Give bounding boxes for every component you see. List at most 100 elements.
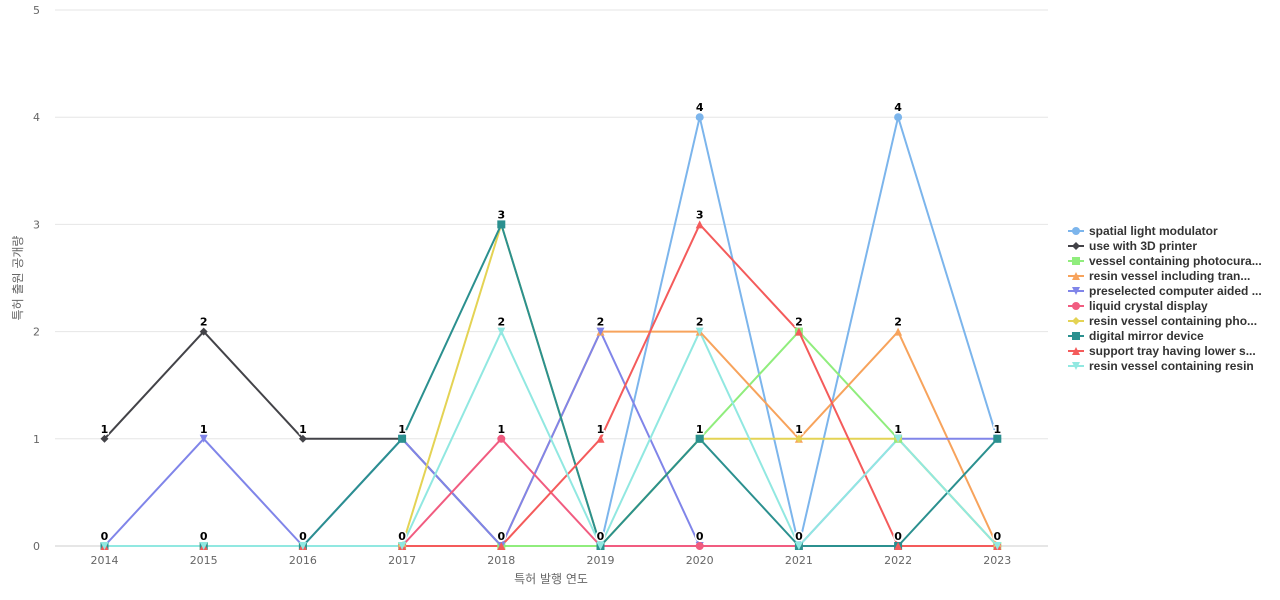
- x-tick-label: 2014: [91, 554, 119, 567]
- y-tick-label: 4: [33, 111, 40, 124]
- series-marker: [596, 434, 605, 443]
- legend-item[interactable]: liquid crystal display: [1068, 298, 1278, 313]
- data-label: 1: [398, 423, 406, 436]
- legend-symbol-icon: [1068, 361, 1084, 370]
- legend-label: preselected computer aided ...: [1089, 283, 1262, 298]
- series-marker: [497, 434, 506, 443]
- legend-symbol-icon: [1068, 226, 1084, 235]
- y-tick-label: 2: [33, 326, 40, 339]
- y-tick-label: 3: [33, 218, 40, 231]
- legend-label: resin vessel containing pho...: [1089, 313, 1258, 328]
- series-marker: [993, 434, 1002, 443]
- x-tick-label: 2022: [884, 554, 912, 567]
- data-label: 0: [398, 530, 406, 543]
- series-marker: [1072, 331, 1080, 340]
- data-label: 0: [497, 530, 505, 543]
- grid-lines: [55, 9, 1048, 547]
- legend-symbol-icon: [1068, 271, 1084, 280]
- legend-symbol-icon: [1068, 286, 1084, 295]
- legend-symbol-icon: [1068, 316, 1084, 325]
- x-tick-label: 2016: [289, 554, 317, 567]
- data-label: 1: [200, 423, 208, 436]
- series-marker: [1072, 301, 1080, 310]
- legend-symbol-icon: [1068, 346, 1084, 355]
- series-marker: [894, 542, 903, 550]
- series-marker: [497, 327, 506, 336]
- series-marker: [398, 542, 407, 550]
- series-marker: [794, 542, 803, 550]
- legend-item[interactable]: preselected computer aided ...: [1068, 283, 1278, 298]
- data-label: 2: [597, 316, 605, 329]
- chart-legend: spatial light modulator use with 3D print…: [1068, 223, 1278, 373]
- series-marker: [1072, 256, 1080, 265]
- series-marker: [596, 542, 605, 550]
- series-marker: [894, 113, 903, 122]
- series-marker: [1072, 346, 1080, 355]
- data-label: 0: [299, 530, 307, 543]
- legend-item[interactable]: resin vessel including tran...: [1068, 268, 1278, 283]
- series-marker: [695, 434, 704, 443]
- series-marker: [100, 434, 109, 443]
- data-label: 3: [497, 208, 505, 221]
- series-marker: [199, 434, 208, 443]
- x-tick-label: 2020: [686, 554, 714, 567]
- series-markers: [100, 113, 1002, 550]
- series-lines: [103, 116, 999, 547]
- series-marker: [298, 434, 307, 443]
- series-marker: [1072, 286, 1080, 295]
- data-label: 1: [299, 423, 307, 436]
- data-label: 0: [993, 530, 1001, 543]
- data-label: 0: [894, 530, 902, 543]
- data-label: 1: [497, 423, 505, 436]
- series-marker: [695, 113, 704, 122]
- legend-item[interactable]: spatial light modulator: [1068, 223, 1278, 238]
- legend-label: spatial light modulator: [1089, 223, 1218, 238]
- legend-item[interactable]: use with 3D printer: [1068, 238, 1278, 253]
- legend-item[interactable]: digital mirror device: [1068, 328, 1278, 343]
- y-axis-title: 특허 출원 공개량: [11, 236, 25, 321]
- data-label: 1: [993, 423, 1001, 436]
- series-marker: [695, 220, 704, 229]
- data-label: 2: [696, 316, 704, 329]
- legend-item[interactable]: vessel containing photocura...: [1068, 253, 1278, 268]
- series-marker: [497, 220, 506, 229]
- data-label: 1: [101, 423, 109, 436]
- series-marker: [695, 542, 704, 550]
- series-marker: [199, 327, 208, 336]
- series-marker: [596, 327, 605, 336]
- series-marker: [1072, 226, 1080, 235]
- series-marker: [794, 434, 803, 443]
- data-label: 2: [497, 316, 505, 329]
- data-label: 2: [795, 316, 803, 329]
- series-marker: [695, 327, 704, 336]
- series-marker: [894, 327, 903, 336]
- legend-item[interactable]: resin vessel containing pho...: [1068, 313, 1278, 328]
- data-label: 1: [795, 423, 803, 436]
- series-marker: [497, 542, 506, 550]
- data-label: 1: [696, 423, 704, 436]
- legend-label: digital mirror device: [1089, 328, 1204, 343]
- data-label: 0: [696, 530, 704, 543]
- data-labels: 1 0 2 1 0 1 0 1 0 3 2 1 0 2 1 0 4 3 2 1 0 2 1 0 4 2 1 0 1 0: [99, 100, 1003, 545]
- legend-label: resin vessel containing resin: [1089, 358, 1254, 373]
- y-tick-label: 0: [33, 540, 40, 553]
- series-marker: [1072, 316, 1080, 325]
- data-label: 1: [597, 423, 605, 436]
- legend-symbol-icon: [1068, 256, 1084, 265]
- series-marker: [894, 434, 903, 443]
- data-label: 0: [597, 530, 605, 543]
- data-label: 3: [696, 208, 704, 221]
- legend-item[interactable]: support tray having lower s...: [1068, 343, 1278, 358]
- data-label: 2: [894, 316, 902, 329]
- x-tick-label: 2018: [487, 554, 515, 567]
- legend-label: support tray having lower s...: [1089, 343, 1256, 358]
- series-marker: [794, 327, 803, 336]
- x-tick-label: 2021: [785, 554, 813, 567]
- data-label: 0: [795, 530, 803, 543]
- series-line: [103, 223, 999, 547]
- series-marker: [993, 542, 1002, 550]
- series-marker: [298, 542, 307, 550]
- legend-item[interactable]: resin vessel containing resin: [1068, 358, 1278, 373]
